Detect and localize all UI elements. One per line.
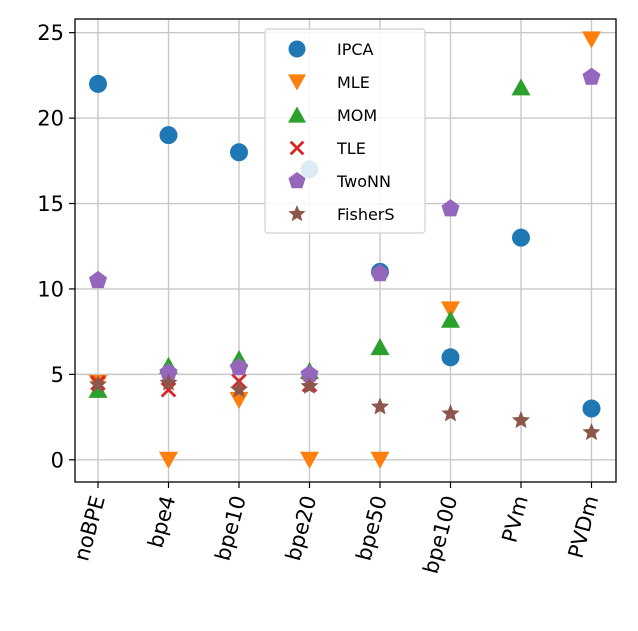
legend-label: MOM [337, 106, 377, 125]
y-tick-label: 10 [37, 277, 64, 301]
legend: IPCA MLE MOM TLE TwoNN FisherS [264, 28, 426, 234]
data-point [370, 451, 390, 469]
data-point [159, 363, 178, 381]
legend-marker [288, 205, 306, 222]
x-tick-label: bpe20 [281, 493, 321, 563]
legend-marker [288, 40, 306, 58]
legend-label: TwoNN [336, 172, 391, 191]
legend-item-fishers: FisherS [288, 205, 395, 224]
data-point [159, 126, 178, 145]
data-point [511, 410, 531, 429]
data-point [441, 310, 460, 328]
y-tick-label: 15 [37, 192, 64, 216]
data-point [300, 364, 319, 383]
legend-label: FisherS [337, 205, 395, 224]
legend-marker [289, 140, 305, 156]
legend-item-mom: MOM [288, 106, 377, 125]
data-point [300, 451, 319, 469]
x-tick-label: bpe100 [419, 493, 463, 576]
data-points [88, 31, 601, 469]
legend-label: TLE [336, 139, 366, 158]
legend-box [264, 28, 426, 234]
data-point [159, 373, 178, 391]
legend-label: MLE [337, 73, 370, 92]
data-point [441, 348, 460, 367]
data-point [160, 381, 177, 398]
data-point [370, 264, 390, 282]
data-point [511, 78, 531, 96]
data-point [441, 404, 460, 422]
data-point [88, 380, 108, 398]
data-point [441, 301, 460, 319]
legend-marker [288, 172, 306, 189]
data-point [441, 199, 460, 217]
x-tick-label: bpe50 [351, 493, 391, 563]
y-tick-label: 25 [37, 21, 64, 45]
x-tick-label: noBPE [69, 493, 109, 563]
data-point [582, 422, 601, 441]
data-point [512, 228, 530, 247]
legend-item-ipca: IPCA [288, 40, 374, 59]
data-point [229, 358, 249, 376]
data-point [229, 380, 249, 398]
series-twonn [88, 67, 601, 383]
y-tick-label: 0 [51, 448, 64, 472]
data-point [88, 375, 108, 393]
legend-label: IPCA [337, 40, 374, 59]
legend-marker [288, 74, 306, 91]
data-point [89, 74, 107, 93]
legend-item-mle: MLE [288, 73, 370, 92]
data-point [582, 31, 601, 49]
series-fishers [88, 373, 601, 441]
legend-item-tle: TLE [289, 139, 366, 158]
series-tle [90, 373, 318, 398]
data-point [229, 391, 249, 410]
data-point [370, 397, 390, 415]
data-point [230, 143, 248, 162]
data-point [159, 451, 178, 469]
data-point [582, 67, 601, 85]
data-point [370, 338, 390, 356]
data-point [300, 376, 319, 395]
x-tick-label: PVm [497, 493, 532, 545]
legend-item-twonn: TwoNN [288, 172, 391, 191]
data-point [582, 399, 601, 418]
x-tick-label: bpe10 [210, 493, 250, 563]
legend-marker [288, 106, 306, 123]
y-tick-label: 5 [51, 363, 64, 387]
x-tick-label: PVDm [564, 493, 604, 561]
plot-frame [74, 18, 617, 483]
x-tick-label: bpe4 [143, 493, 180, 550]
y-tick-label: 20 [37, 107, 64, 131]
data-point [88, 270, 108, 289]
